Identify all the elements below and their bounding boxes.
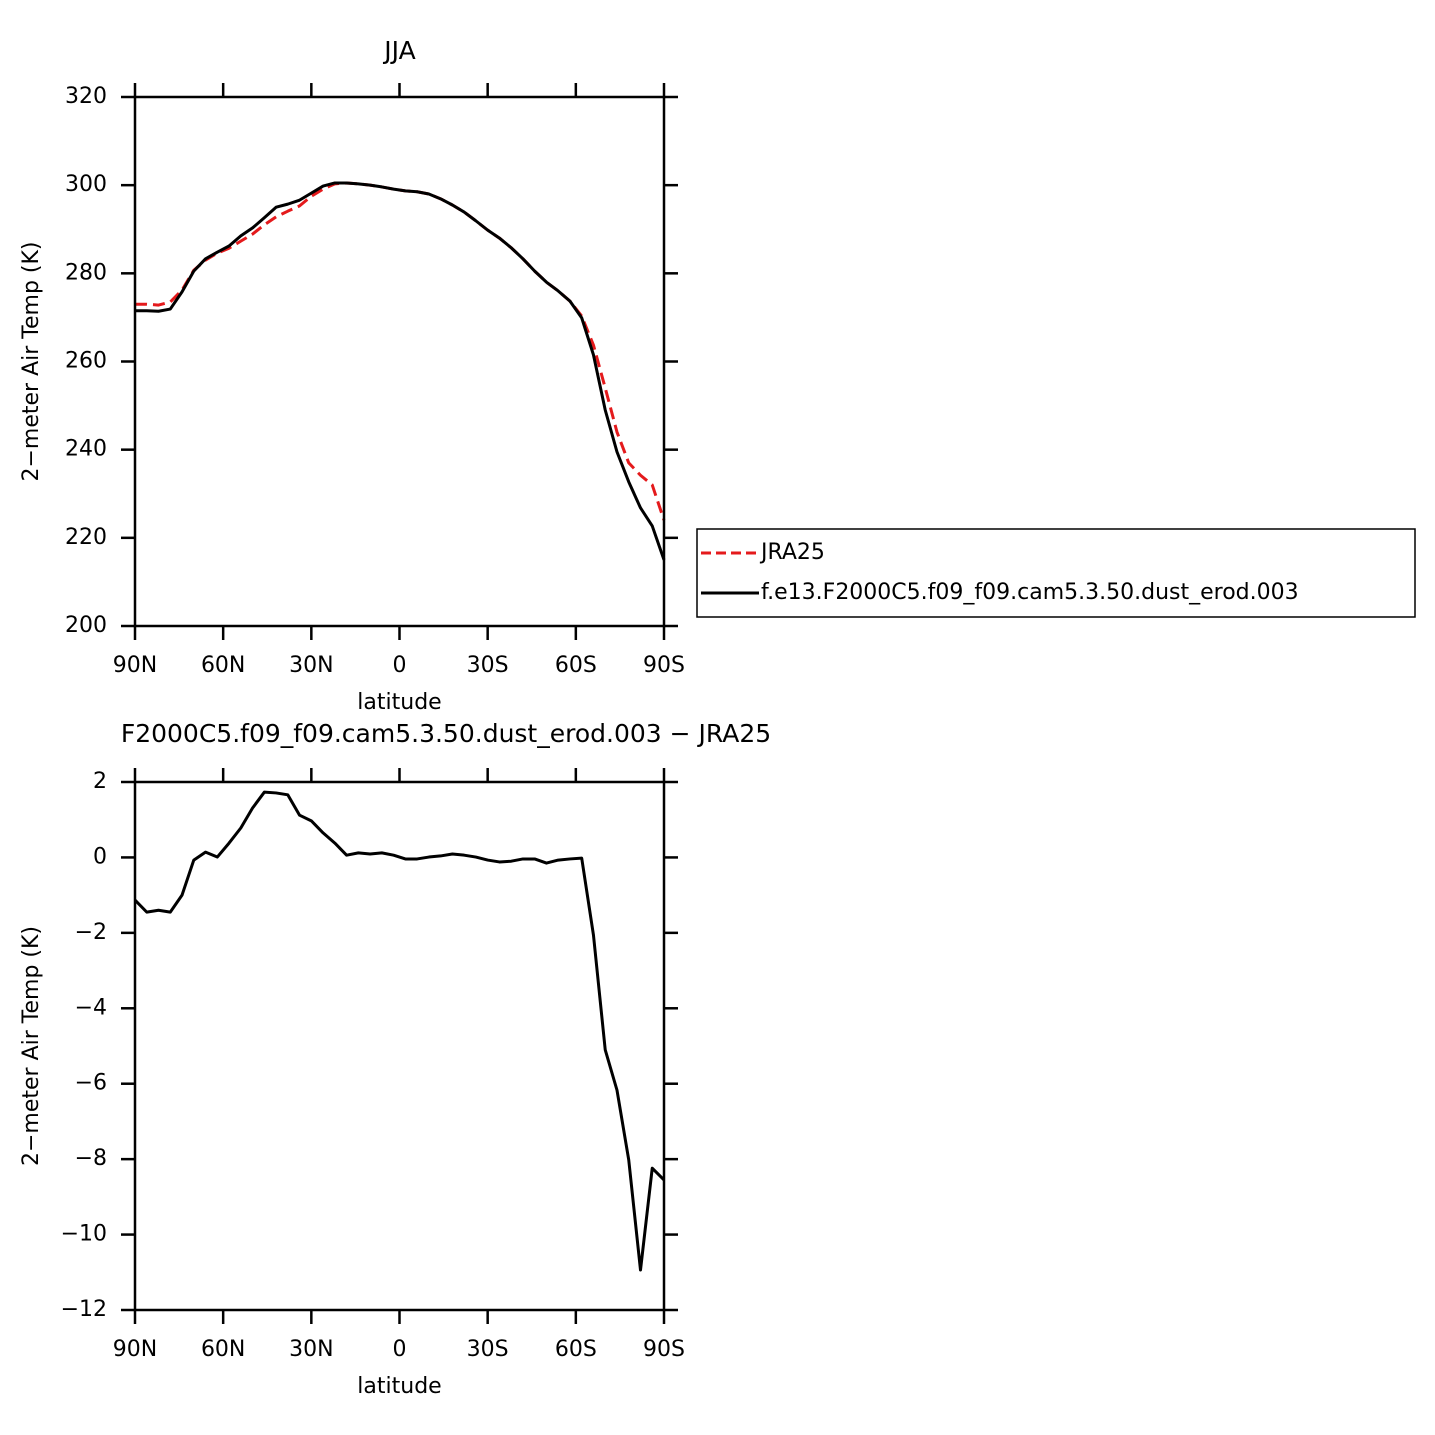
y-tick-label: 200	[65, 613, 107, 638]
x-tick-label: 60S	[555, 653, 597, 678]
x-tick-label: 90S	[643, 653, 685, 678]
legend-label: JRA25	[759, 540, 825, 565]
x-tick-label: 90S	[643, 1337, 685, 1362]
y-tick-label: 240	[65, 437, 107, 462]
y-axis-label: 2−meter Air Temp (K)	[19, 926, 44, 1166]
y-tick-label: 300	[65, 172, 107, 197]
y-tick-label: −10	[61, 1222, 107, 1247]
x-tick-label: 0	[393, 1337, 407, 1362]
y-tick-label: −2	[75, 920, 107, 945]
y-tick-label: −6	[75, 1071, 107, 1096]
x-tick-label: 60N	[201, 653, 245, 678]
x-tick-label: 30N	[289, 653, 333, 678]
y-tick-label: 0	[93, 844, 107, 869]
y-tick-label: −4	[75, 995, 107, 1020]
x-tick-label: 0	[393, 653, 407, 678]
y-tick-label: −12	[61, 1297, 107, 1322]
data-line	[135, 181, 666, 561]
data-line	[133, 790, 666, 1272]
x-tick-label: 90N	[113, 1337, 157, 1362]
y-tick-label: 220	[65, 525, 107, 550]
y-tick-label: 260	[65, 349, 107, 374]
x-tick-label: 30N	[289, 1337, 333, 1362]
x-axis-label: latitude	[357, 1374, 441, 1399]
chart-title: JJA	[382, 36, 415, 65]
y-tick-label: 320	[65, 84, 107, 109]
data-line	[135, 181, 666, 521]
plot-frame	[133, 95, 666, 628]
legend-label: f.e13.F2000C5.f09_f09.cam5.3.50.dust_ero…	[761, 580, 1299, 605]
x-tick-label: 90N	[113, 653, 157, 678]
y-tick-label: −8	[75, 1146, 107, 1171]
x-tick-label: 60N	[201, 1337, 245, 1362]
x-tick-label: 60S	[555, 1337, 597, 1362]
x-tick-label: 30S	[467, 1337, 509, 1362]
x-axis-label: latitude	[357, 690, 441, 715]
y-tick-label: 280	[65, 260, 107, 285]
y-axis-label: 2−meter Air Temp (K)	[19, 241, 44, 481]
y-tick-label: 2	[93, 769, 107, 794]
plot-frame	[133, 780, 666, 1312]
x-tick-label: 30S	[467, 653, 509, 678]
chart-title: F2000C5.f09_f09.cam5.3.50.dust_erod.003 …	[121, 719, 771, 748]
legend-box	[696, 528, 1416, 618]
